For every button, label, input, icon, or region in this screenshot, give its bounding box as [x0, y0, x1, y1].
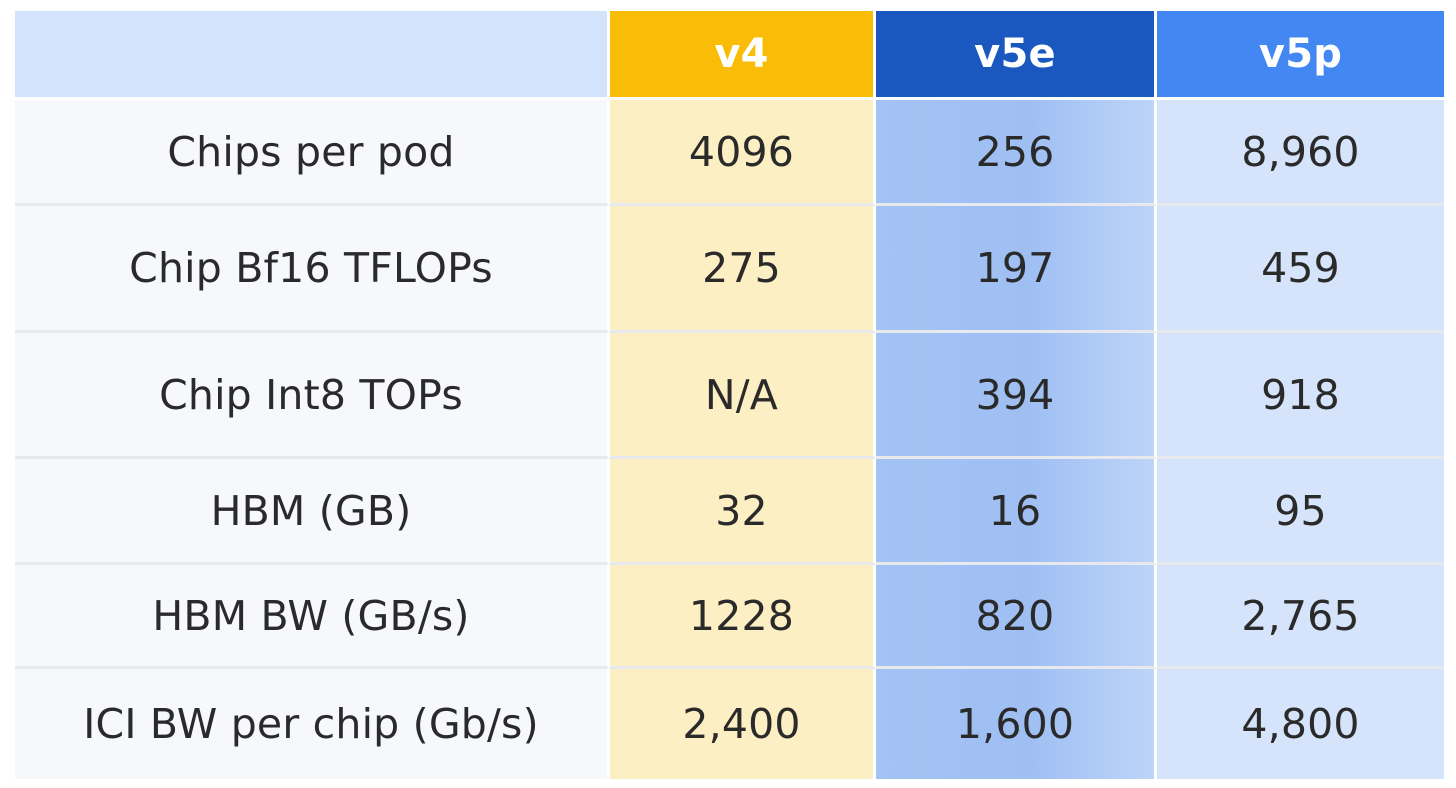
row-label-chip-bf16-tflops: Chip Bf16 TFLOPs	[15, 206, 610, 333]
cell-bf16-v4: 275	[610, 206, 876, 333]
header-v5e: v5e	[876, 11, 1157, 100]
comparison-table: v4 v5e v5p Chips per pod 4096 256 8,960 …	[15, 11, 1444, 779]
cell-ici-bw-v4: 2,400	[610, 669, 876, 779]
row-label-hbm-gb: HBM (GB)	[15, 459, 610, 565]
cell-int8-v5p: 918	[1157, 333, 1444, 459]
header-v4: v4	[610, 11, 876, 100]
row-label-ici-bw-per-chip: ICI BW per chip (Gb/s)	[15, 669, 610, 779]
row-label-hbm-bw: HBM BW (GB/s)	[15, 565, 610, 669]
cell-int8-v5e: 394	[876, 333, 1157, 459]
cell-hbm-v4: 32	[610, 459, 876, 565]
cell-int8-v4: N/A	[610, 333, 876, 459]
cell-bf16-v5e: 197	[876, 206, 1157, 333]
header-v5p: v5p	[1157, 11, 1444, 100]
cell-hbm-bw-v4: 1228	[610, 565, 876, 669]
cell-bf16-v5p: 459	[1157, 206, 1444, 333]
header-corner-cell	[15, 11, 610, 100]
cell-hbm-bw-v5e: 820	[876, 565, 1157, 669]
row-label-chip-int8-tops: Chip Int8 TOPs	[15, 333, 610, 459]
cell-ici-bw-v5p: 4,800	[1157, 669, 1444, 779]
cell-chips-per-pod-v5e: 256	[876, 100, 1157, 206]
cell-chips-per-pod-v4: 4096	[610, 100, 876, 206]
row-label-chips-per-pod: Chips per pod	[15, 100, 610, 206]
cell-ici-bw-v5e: 1,600	[876, 669, 1157, 779]
cell-hbm-v5p: 95	[1157, 459, 1444, 565]
cell-hbm-v5e: 16	[876, 459, 1157, 565]
cell-hbm-bw-v5p: 2,765	[1157, 565, 1444, 669]
cell-chips-per-pod-v5p: 8,960	[1157, 100, 1444, 206]
